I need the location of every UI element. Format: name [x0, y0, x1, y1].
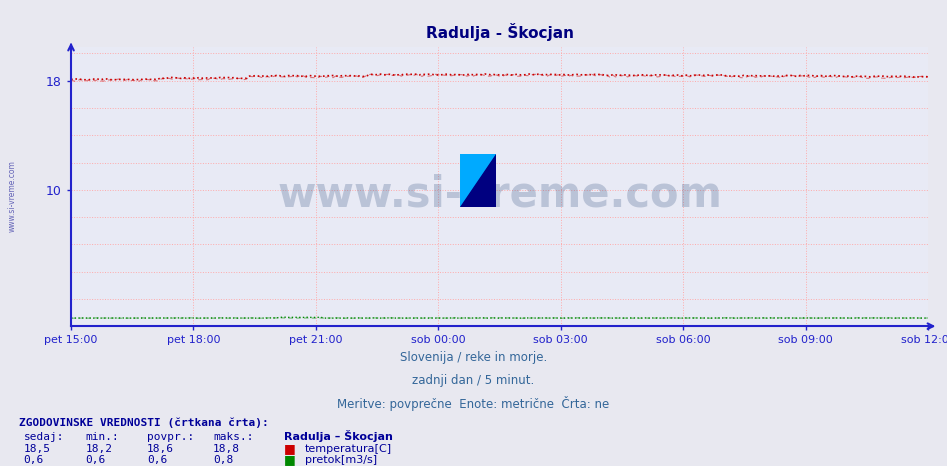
Text: 18,2: 18,2	[85, 444, 113, 454]
Text: sedaj:: sedaj:	[24, 432, 64, 442]
Text: Meritve: povprečne  Enote: metrične  Črta: ne: Meritve: povprečne Enote: metrične Črta:…	[337, 396, 610, 411]
Bar	[478, 154, 496, 180]
Polygon shape	[460, 154, 496, 207]
Text: 0,6: 0,6	[24, 455, 44, 465]
Text: Radulja – Škocjan: Radulja – Škocjan	[284, 431, 393, 442]
Text: 0,6: 0,6	[147, 455, 167, 465]
Text: www.si-vreme.com: www.si-vreme.com	[277, 174, 722, 216]
Text: maks.:: maks.:	[213, 432, 254, 442]
Polygon shape	[460, 154, 496, 207]
Text: Slovenija / reke in morje.: Slovenija / reke in morje.	[400, 351, 547, 364]
Text: 18,8: 18,8	[213, 444, 241, 454]
Bar	[460, 154, 478, 180]
Text: 18,6: 18,6	[147, 444, 174, 454]
Text: 0,6: 0,6	[85, 455, 105, 465]
Text: www.si-vreme.com: www.si-vreme.com	[8, 160, 17, 232]
Text: ■: ■	[284, 442, 295, 455]
Text: povpr.:: povpr.:	[147, 432, 194, 442]
Text: pretok[m3/s]: pretok[m3/s]	[305, 455, 377, 465]
Text: ■: ■	[284, 453, 295, 466]
Text: zadnji dan / 5 minut.: zadnji dan / 5 minut.	[412, 375, 535, 387]
Text: 0,8: 0,8	[213, 455, 233, 465]
Text: 18,5: 18,5	[24, 444, 51, 454]
Text: min.:: min.:	[85, 432, 119, 442]
Text: ZGODOVINSKE VREDNOSTI (črtkana črta):: ZGODOVINSKE VREDNOSTI (črtkana črta):	[19, 418, 269, 428]
Title: Radulja - Škocjan: Radulja - Škocjan	[425, 23, 574, 41]
Text: temperatura[C]: temperatura[C]	[305, 444, 392, 454]
